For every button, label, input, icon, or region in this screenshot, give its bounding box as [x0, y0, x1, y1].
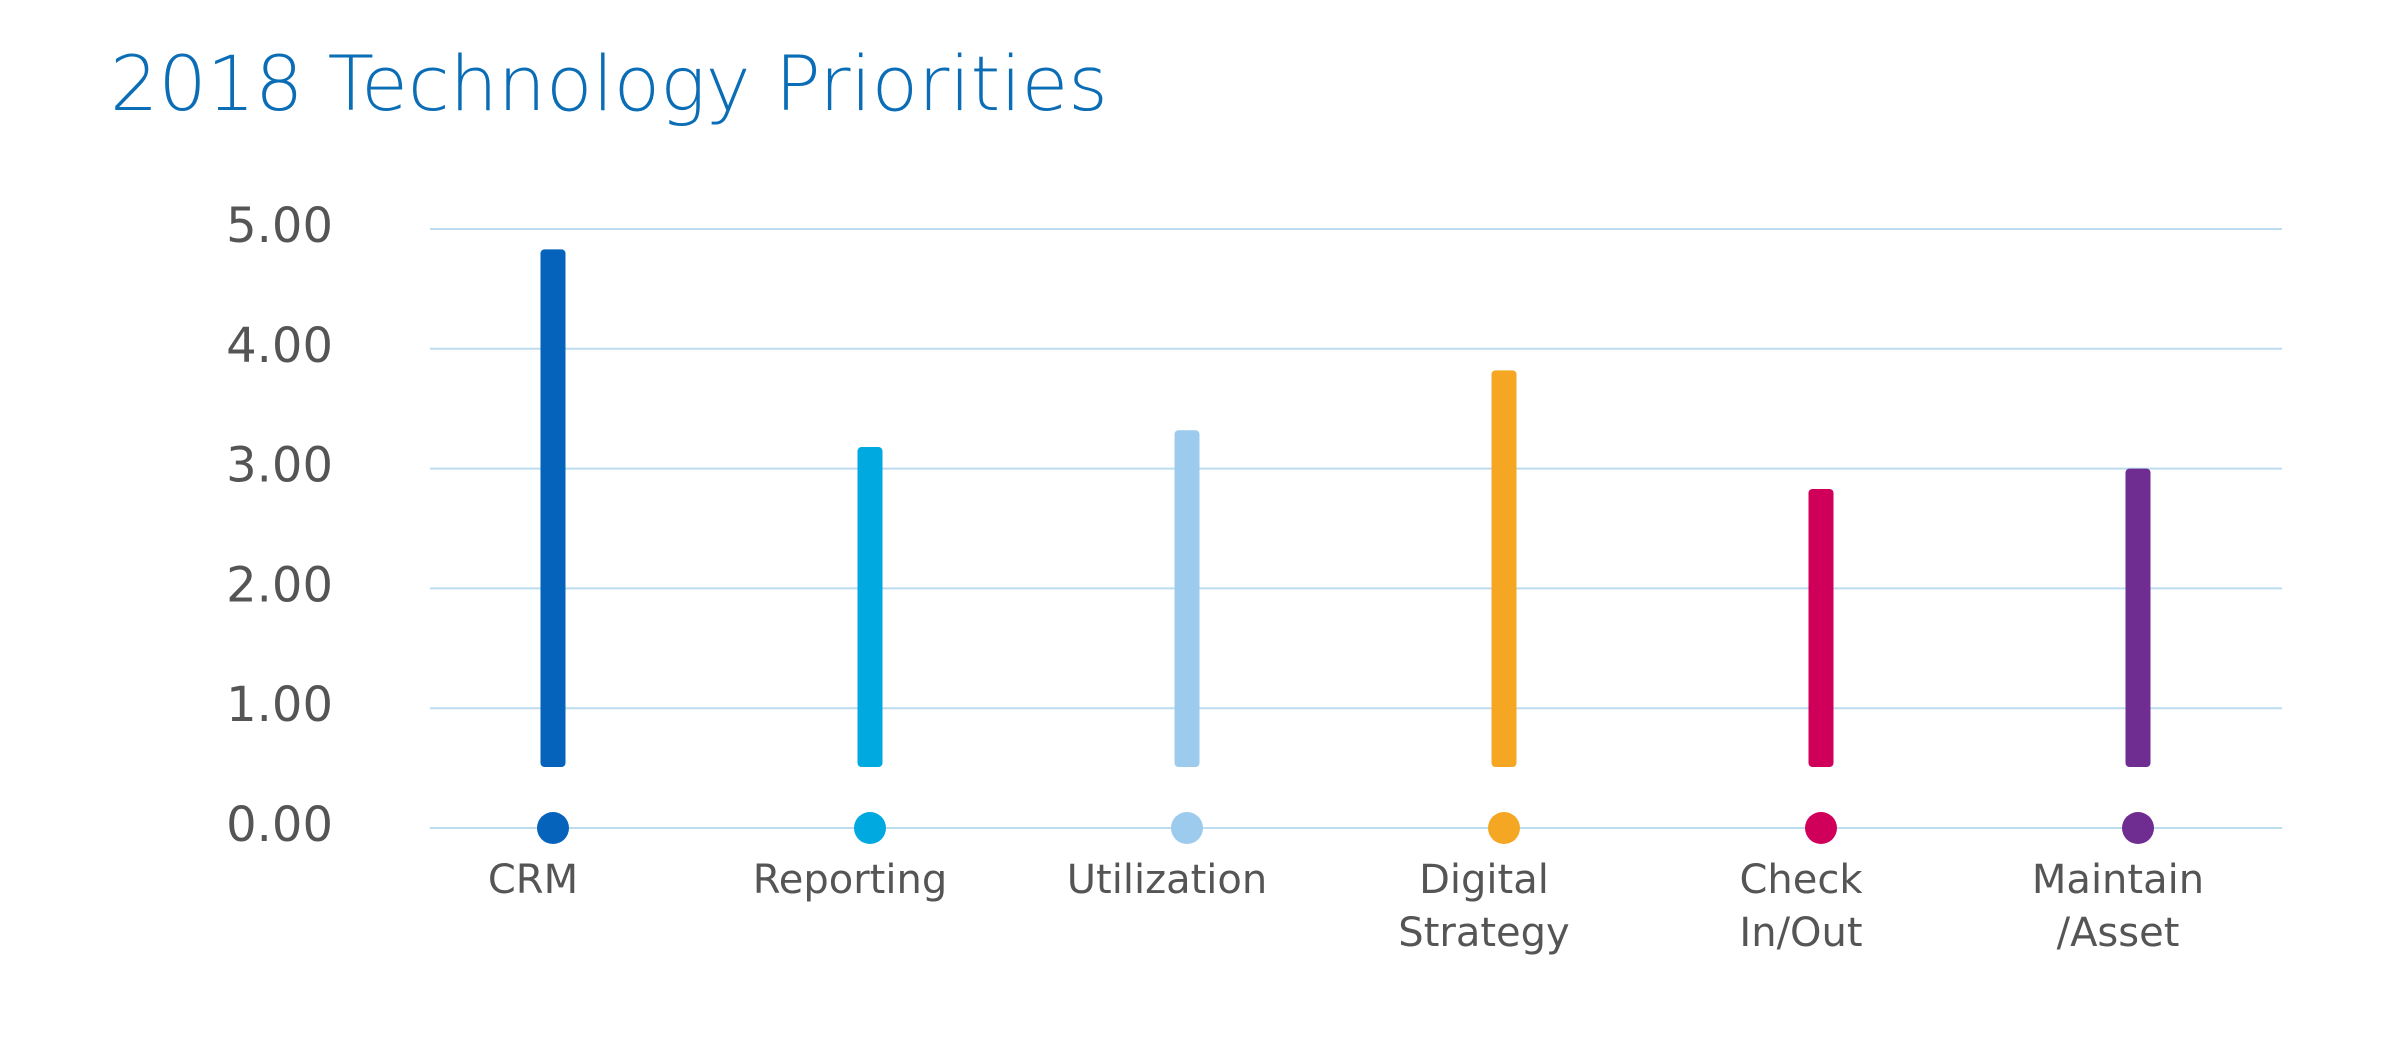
x-tick-label: CRM — [488, 857, 578, 903]
y-tick-label: 2.00 — [226, 557, 333, 613]
bar — [1491, 370, 1517, 767]
category-dot — [1171, 812, 1203, 844]
x-tick-line: Check — [1739, 857, 1863, 903]
x-tick-label: Utilization — [1067, 857, 1267, 903]
x-tick-line: In/Out — [1739, 910, 1862, 956]
category-dot — [1488, 812, 1520, 844]
category-dot — [2122, 812, 2154, 844]
bar — [1808, 488, 1834, 767]
x-tick-label: Check In/Out — [1739, 857, 1863, 956]
bar — [1174, 430, 1200, 767]
category-dot — [854, 812, 886, 844]
category-dot — [1805, 812, 1837, 844]
x-tick-line: Strategy — [1398, 910, 1569, 956]
bar — [540, 249, 566, 768]
y-tick-label: 4.00 — [226, 318, 333, 374]
x-tick-label: Reporting — [753, 857, 947, 903]
y-tick-label: 5.00 — [226, 198, 333, 254]
x-tick-line: CRM — [488, 857, 578, 903]
y-tick-label: 3.00 — [226, 438, 333, 494]
bar — [2125, 468, 2151, 767]
bar — [857, 447, 883, 767]
chart-title: 2018 Technology Priorities — [110, 39, 1108, 128]
y-tick-label: 1.00 — [226, 677, 333, 733]
x-tick-label: Maintain/Asset — [2032, 857, 2204, 956]
x-tick-line: Reporting — [753, 857, 947, 903]
x-tick-line: Utilization — [1067, 857, 1267, 903]
x-tick-line: Digital — [1419, 857, 1549, 903]
x-tick-label: Digital Strategy — [1398, 857, 1569, 956]
y-tick-label: 0.00 — [226, 797, 333, 853]
x-tick-line: Maintain — [2032, 857, 2204, 903]
x-tick-line: /Asset — [2057, 910, 2180, 956]
category-dot — [537, 812, 569, 844]
